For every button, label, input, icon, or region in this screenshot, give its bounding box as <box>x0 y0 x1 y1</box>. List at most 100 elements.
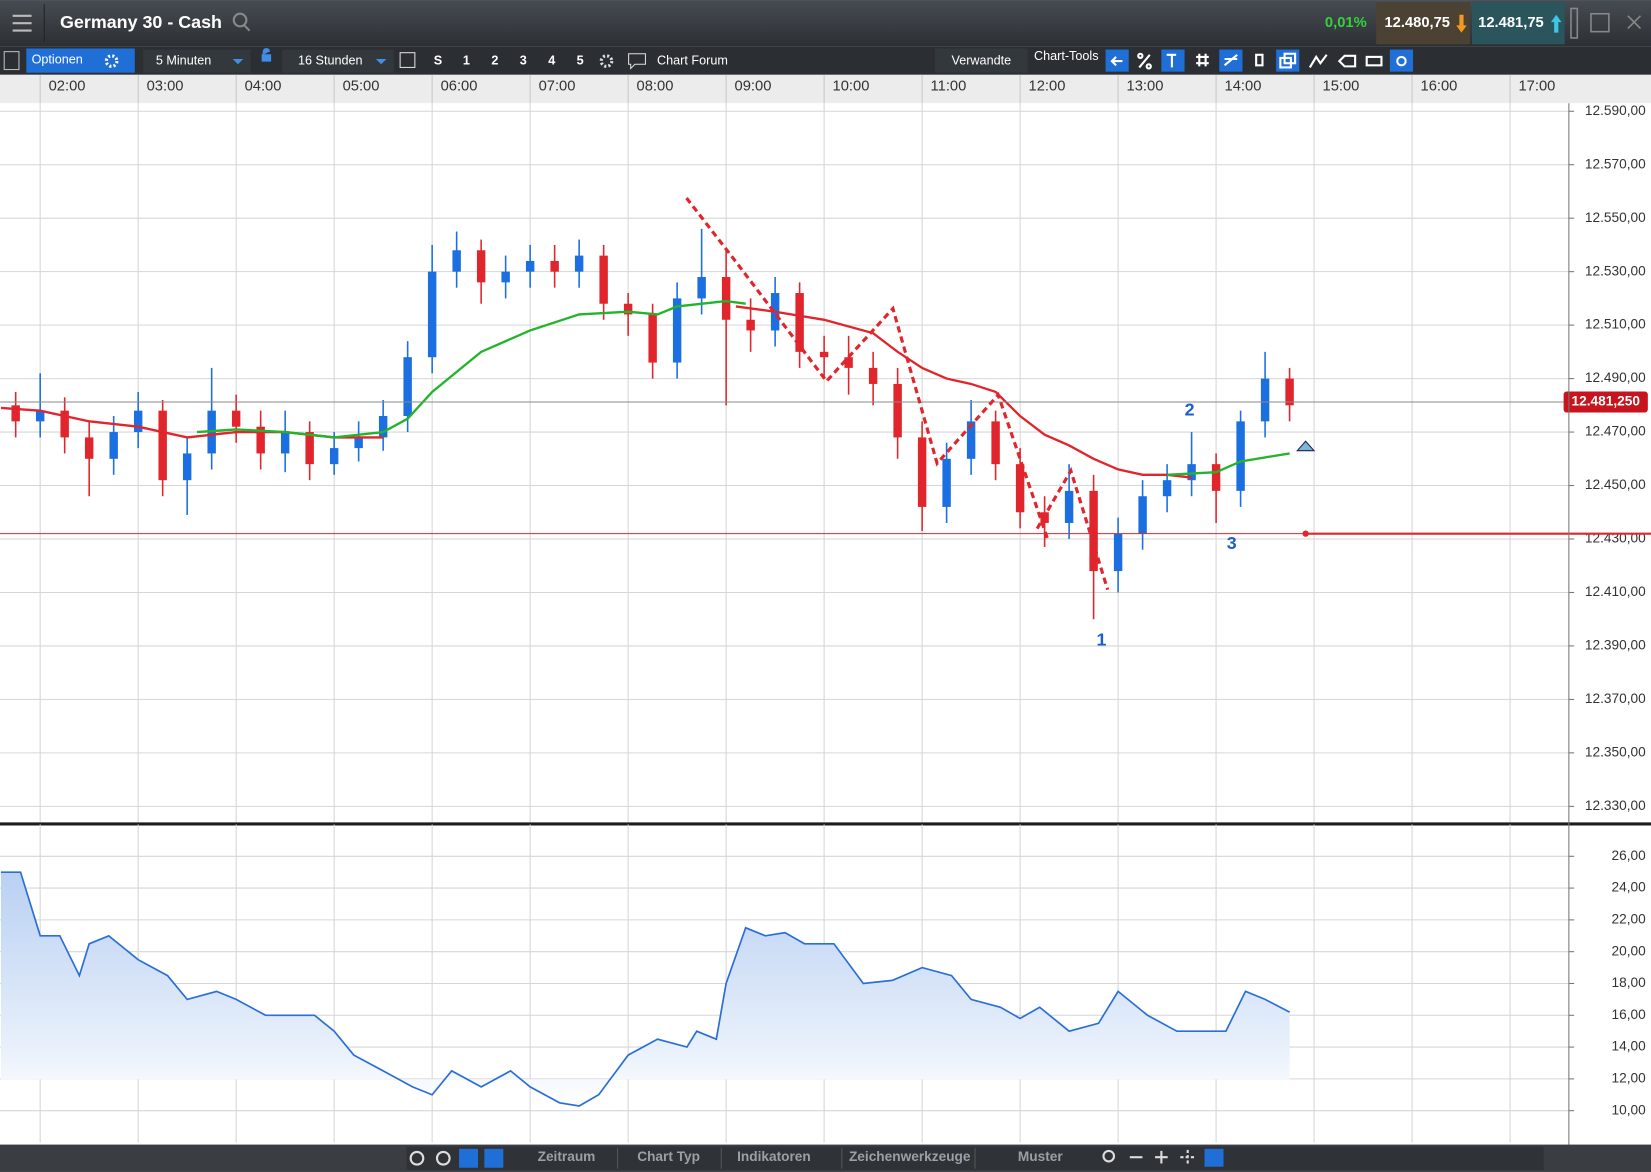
restore-button[interactable] <box>1590 12 1610 33</box>
title-bar <box>0 0 1651 47</box>
tool-button[interactable] <box>1276 49 1300 72</box>
candle-body <box>746 319 755 331</box>
last-price-tag <box>1563 391 1648 413</box>
change-percent: 0,01% <box>1325 15 1367 31</box>
candle-body <box>84 437 94 459</box>
candle-body <box>1064 490 1074 523</box>
draw-button[interactable] <box>459 1148 479 1168</box>
candle-body <box>721 277 731 320</box>
value-axis: 10,00 12,00 14,00 16,00 18,00 20,00 22,00 24,00… <box>1568 848 1647 1117</box>
tool-button[interactable] <box>1389 49 1414 72</box>
candle-body <box>917 437 927 507</box>
alert-marker <box>1296 440 1316 452</box>
indicator-axis <box>1568 825 1651 1145</box>
zoom-icon[interactable] <box>1102 1149 1116 1163</box>
candle-body <box>1260 378 1270 422</box>
candle-body <box>1089 490 1098 572</box>
zoom-in[interactable] <box>1155 1150 1168 1164</box>
search-icon[interactable] <box>232 12 251 32</box>
scroll-handle[interactable] <box>1570 7 1579 39</box>
trend-drawings <box>685 197 1110 591</box>
lock-icon[interactable] <box>261 48 272 62</box>
trend-line <box>685 197 1050 540</box>
candle-body <box>623 303 633 315</box>
y-tick-label: 10,00 <box>1612 1102 1647 1117</box>
buy-button[interactable] <box>1472 2 1565 45</box>
layer-button[interactable] <box>484 1148 504 1168</box>
candle-body <box>1113 533 1123 572</box>
clear-icon[interactable] <box>435 1150 451 1166</box>
plot-area: 1 2 3 <box>0 228 1569 649</box>
candle-body <box>280 432 290 454</box>
candle-body <box>1138 496 1147 534</box>
footer-tab[interactable]: Muster <box>1018 1149 1064 1164</box>
wave-label: 1 <box>1096 629 1106 649</box>
candle-body <box>158 410 167 481</box>
footer-tab[interactable]: Indikatoren <box>737 1149 811 1164</box>
wave-label: 3 <box>1227 533 1237 553</box>
x-tick-label: 15:00 <box>1323 78 1360 94</box>
y-tick-label: 12.590,00 <box>1585 103 1646 118</box>
preset-button[interactable]: S <box>434 53 442 67</box>
panel-icon[interactable] <box>3 51 20 71</box>
settings-icon[interactable] <box>599 54 614 68</box>
candle-body <box>60 410 69 438</box>
chart-forum[interactable]: Chart Forum <box>657 53 728 67</box>
candle-body <box>329 448 339 465</box>
y-tick-label: 16,00 <box>1612 1007 1647 1022</box>
chart-tool-icons <box>1105 49 1414 72</box>
instrument-title: Germany 30 - Cash <box>60 12 222 32</box>
refresh-icon[interactable] <box>409 1150 425 1166</box>
candle-body <box>109 432 118 459</box>
moving-average <box>196 299 1290 476</box>
close-button[interactable] <box>1627 15 1642 30</box>
menu-button[interactable] <box>12 14 32 32</box>
forum-icon[interactable] <box>628 53 646 70</box>
options-button[interactable] <box>26 48 135 73</box>
candle-body <box>427 271 437 358</box>
footer-tab[interactable]: Zeichenwerkzeuge <box>849 1149 971 1164</box>
footer-tab[interactable]: Zeitraum <box>538 1149 596 1164</box>
candle-body <box>182 453 192 481</box>
preset-button[interactable]: 3 <box>520 53 527 67</box>
y-tick-label: 18,00 <box>1612 975 1647 990</box>
interval-select[interactable] <box>143 49 251 73</box>
dropdown-arrow <box>232 59 244 65</box>
x-tick-label: 14:00 <box>1225 78 1262 94</box>
price-axis <box>1568 103 1651 823</box>
sell-price: 12.480,75 <box>1384 15 1450 31</box>
crosshair[interactable] <box>1180 1149 1196 1165</box>
scale-button[interactable] <box>1204 1148 1224 1167</box>
x-tick-label: 17:00 <box>1518 78 1555 94</box>
calendar-icon[interactable] <box>399 52 416 68</box>
x-tick-label: 07:00 <box>539 78 576 94</box>
preset-button[interactable]: 4 <box>548 53 555 67</box>
y-tick-label: 12.390,00 <box>1585 638 1646 653</box>
preset-button[interactable]: 2 <box>491 53 498 67</box>
chart-tools-label: Chart-Tools <box>1034 49 1099 63</box>
y-tick-label: 12.530,00 <box>1585 263 1646 278</box>
sell-button[interactable] <box>1376 2 1470 45</box>
x-tick-label: 11:00 <box>931 78 967 94</box>
time-axis <box>0 74 1651 104</box>
y-tick-label: 12.550,00 <box>1585 210 1646 225</box>
candle-body <box>525 260 535 272</box>
y-tick-label: 12.470,00 <box>1585 424 1646 439</box>
candle-body <box>893 383 902 438</box>
candle-body <box>819 351 829 358</box>
preset-button[interactable]: 1 <box>463 53 470 67</box>
candle-body <box>1187 464 1196 481</box>
candle-body <box>1211 464 1221 491</box>
plot-area <box>0 871 1291 1107</box>
range-select[interactable] <box>282 49 394 73</box>
price-plot <box>0 103 1569 823</box>
gear-icon[interactable] <box>104 54 119 68</box>
preset-button[interactable]: 5 <box>577 53 584 67</box>
indicator-line <box>0 871 1291 1107</box>
x-tick-label: 10:00 <box>833 78 870 94</box>
footer-tab[interactable]: Chart Typ <box>637 1149 700 1164</box>
x-tick-label: 09:00 <box>735 78 772 94</box>
down-arrow <box>1456 14 1467 33</box>
related-button[interactable] <box>935 48 1028 73</box>
